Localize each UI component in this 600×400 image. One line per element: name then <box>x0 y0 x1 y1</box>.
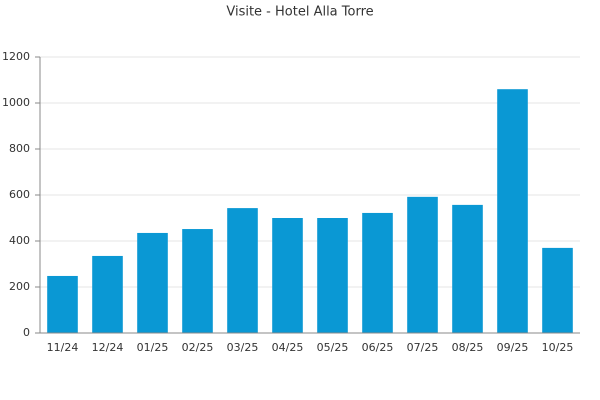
y-tick-label: 800 <box>9 142 30 155</box>
y-tick-label: 1000 <box>2 96 30 109</box>
bar <box>227 208 258 333</box>
bar <box>317 218 348 333</box>
bar <box>47 275 78 333</box>
bar <box>452 204 483 333</box>
x-tick-label: 10/25 <box>542 341 574 354</box>
y-tick-label: 400 <box>9 234 30 247</box>
x-tick-label: 05/25 <box>317 341 349 354</box>
y-tick-label: 600 <box>9 188 30 201</box>
x-tick-label: 03/25 <box>227 341 259 354</box>
x-tick-label: 09/25 <box>497 341 529 354</box>
bar <box>542 247 573 333</box>
x-tick-label: 02/25 <box>182 341 214 354</box>
x-tick-label: 07/25 <box>407 341 439 354</box>
bar <box>362 212 393 333</box>
x-tick-label: 01/25 <box>137 341 169 354</box>
y-tick-label: 200 <box>9 280 30 293</box>
x-tick-label: 11/24 <box>47 341 79 354</box>
bar <box>182 229 213 333</box>
bar <box>92 255 123 333</box>
x-tick-label: 04/25 <box>272 341 304 354</box>
bar <box>407 196 438 333</box>
bar <box>272 218 303 333</box>
x-tick-label: 12/24 <box>92 341 124 354</box>
y-tick-label: 0 <box>23 326 30 339</box>
y-tick-label: 1200 <box>2 50 30 63</box>
bar <box>137 232 168 333</box>
chart-title: Visite - Hotel Alla Torre <box>226 5 373 20</box>
bar <box>497 89 528 333</box>
x-tick-label: 06/25 <box>362 341 394 354</box>
x-tick-label: 08/25 <box>452 341 484 354</box>
